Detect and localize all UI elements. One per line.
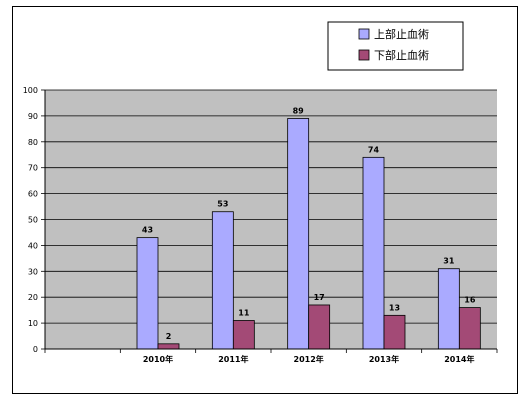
y-tick-label: 30 [28,267,38,276]
y-tick-label: 10 [28,319,38,328]
x-tick-label: 2013年 [369,354,399,364]
bar-upper [362,156,385,350]
bar-lower [458,307,481,350]
bar-upper [136,237,159,350]
y-axis: 0 10 20 30 40 50 60 70 80 90 100 [23,86,46,354]
legend: 上部止血術 下部止血術 [327,21,464,71]
data-label: 13 [389,303,400,312]
data-label: 53 [217,200,228,209]
data-label: 17 [314,293,325,302]
bar-lower [157,343,180,350]
legend-swatch-lower [358,49,370,61]
data-label: 31 [443,257,455,266]
data-label: 89 [293,106,305,115]
legend-label-upper: 上部止血術 [374,27,429,41]
data-label: 16 [464,296,476,305]
legend-box [327,21,464,71]
bars: 43 2 53 11 89 17 74 13 31 16 [136,106,481,350]
bar-lower [308,304,331,350]
bar-upper [287,118,310,350]
y-tick-label: 100 [23,86,38,95]
y-tick-label: 20 [28,293,38,302]
legend-label-lower: 下部止血術 [374,48,429,62]
x-tick-label: 2012年 [294,354,324,364]
x-tick-label: 2014年 [444,354,474,364]
gridlines [45,89,497,350]
y-tick-label: 70 [28,164,38,173]
bar-upper [211,211,234,350]
data-label: 11 [238,309,250,318]
bar-lower [232,320,255,350]
y-tick-label: 0 [33,345,38,354]
data-label: 2 [166,332,172,341]
y-tick-label: 50 [28,216,38,225]
bar-upper [437,268,460,350]
x-tick-label: 2011年 [218,354,248,364]
y-tick-label: 40 [28,241,38,250]
x-axis: 2010年 2011年 2012年 2013年 2014年 [44,348,498,364]
data-label: 43 [142,226,153,235]
x-tick-label: 2010年 [143,354,173,364]
legend-swatch-upper [358,28,370,40]
data-label: 74 [368,145,380,154]
y-tick-label: 60 [28,190,38,199]
bar-lower [383,314,406,350]
y-tick-label: 80 [28,138,38,147]
y-tick-label: 90 [28,112,38,121]
